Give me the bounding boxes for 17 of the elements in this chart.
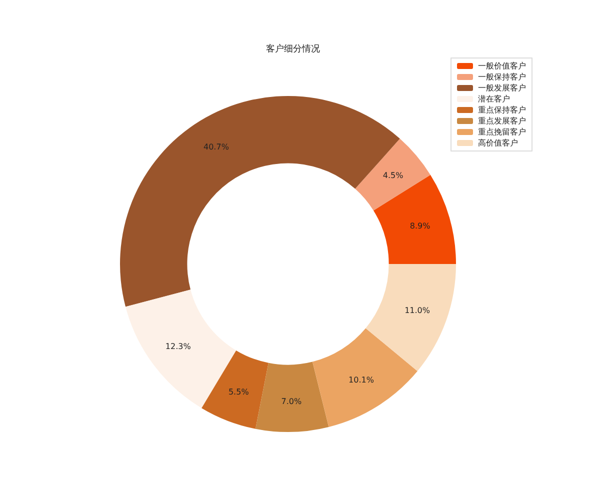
data-label: 11.0% xyxy=(404,306,430,316)
data-label: 12.3% xyxy=(165,342,192,351)
legend-label: 潜在客户 xyxy=(478,94,510,104)
data-label: 5.5% xyxy=(228,388,250,397)
legend-label: 一般保持客户 xyxy=(478,72,526,82)
legend-label: 一般价值客户 xyxy=(478,62,526,70)
data-label: 8.9% xyxy=(410,222,431,231)
chart-title: 客户细分情况 xyxy=(266,44,320,54)
legend-label: 重点挽留客户 xyxy=(478,128,526,136)
legend-label: 重点发展客户 xyxy=(478,116,526,126)
legend-label: 一般发展客户 xyxy=(478,84,526,92)
legend-label: 高价值客户 xyxy=(478,138,518,148)
data-label: 40.7% xyxy=(204,142,230,152)
legend-label: 重点保持客户 xyxy=(478,106,526,114)
data-label: 7.0% xyxy=(281,396,302,406)
data-label: 4.5% xyxy=(382,170,404,180)
data-label: 10.1% xyxy=(348,376,374,385)
